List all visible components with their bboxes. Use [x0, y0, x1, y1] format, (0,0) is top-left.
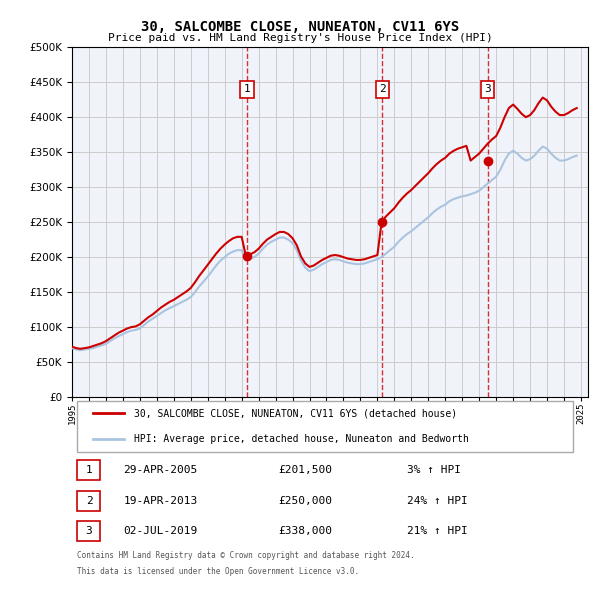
Text: 2: 2: [86, 496, 92, 506]
FancyBboxPatch shape: [77, 521, 100, 541]
Text: 19-APR-2013: 19-APR-2013: [124, 496, 198, 506]
Text: Price paid vs. HM Land Registry's House Price Index (HPI): Price paid vs. HM Land Registry's House …: [107, 34, 493, 43]
Text: 1: 1: [86, 465, 92, 475]
Text: Contains HM Land Registry data © Crown copyright and database right 2024.: Contains HM Land Registry data © Crown c…: [77, 550, 415, 560]
Text: 3% ↑ HPI: 3% ↑ HPI: [407, 465, 461, 475]
Text: 30, SALCOMBE CLOSE, NUNEATON, CV11 6YS (detached house): 30, SALCOMBE CLOSE, NUNEATON, CV11 6YS (…: [134, 408, 457, 418]
FancyBboxPatch shape: [77, 401, 572, 452]
Text: 02-JUL-2019: 02-JUL-2019: [124, 526, 198, 536]
FancyBboxPatch shape: [77, 460, 100, 480]
FancyBboxPatch shape: [77, 491, 100, 511]
Text: 3: 3: [86, 526, 92, 536]
Text: HPI: Average price, detached house, Nuneaton and Bedworth: HPI: Average price, detached house, Nune…: [134, 434, 469, 444]
Text: £201,500: £201,500: [278, 465, 332, 475]
Text: 29-APR-2005: 29-APR-2005: [124, 465, 198, 475]
Text: 24% ↑ HPI: 24% ↑ HPI: [407, 496, 468, 506]
Text: 3: 3: [484, 84, 491, 94]
Text: £250,000: £250,000: [278, 496, 332, 506]
Text: 2: 2: [379, 84, 386, 94]
Text: £338,000: £338,000: [278, 526, 332, 536]
Text: 30, SALCOMBE CLOSE, NUNEATON, CV11 6YS: 30, SALCOMBE CLOSE, NUNEATON, CV11 6YS: [141, 19, 459, 34]
Text: This data is licensed under the Open Government Licence v3.0.: This data is licensed under the Open Gov…: [77, 567, 359, 576]
Text: 1: 1: [244, 84, 251, 94]
Text: 21% ↑ HPI: 21% ↑ HPI: [407, 526, 468, 536]
